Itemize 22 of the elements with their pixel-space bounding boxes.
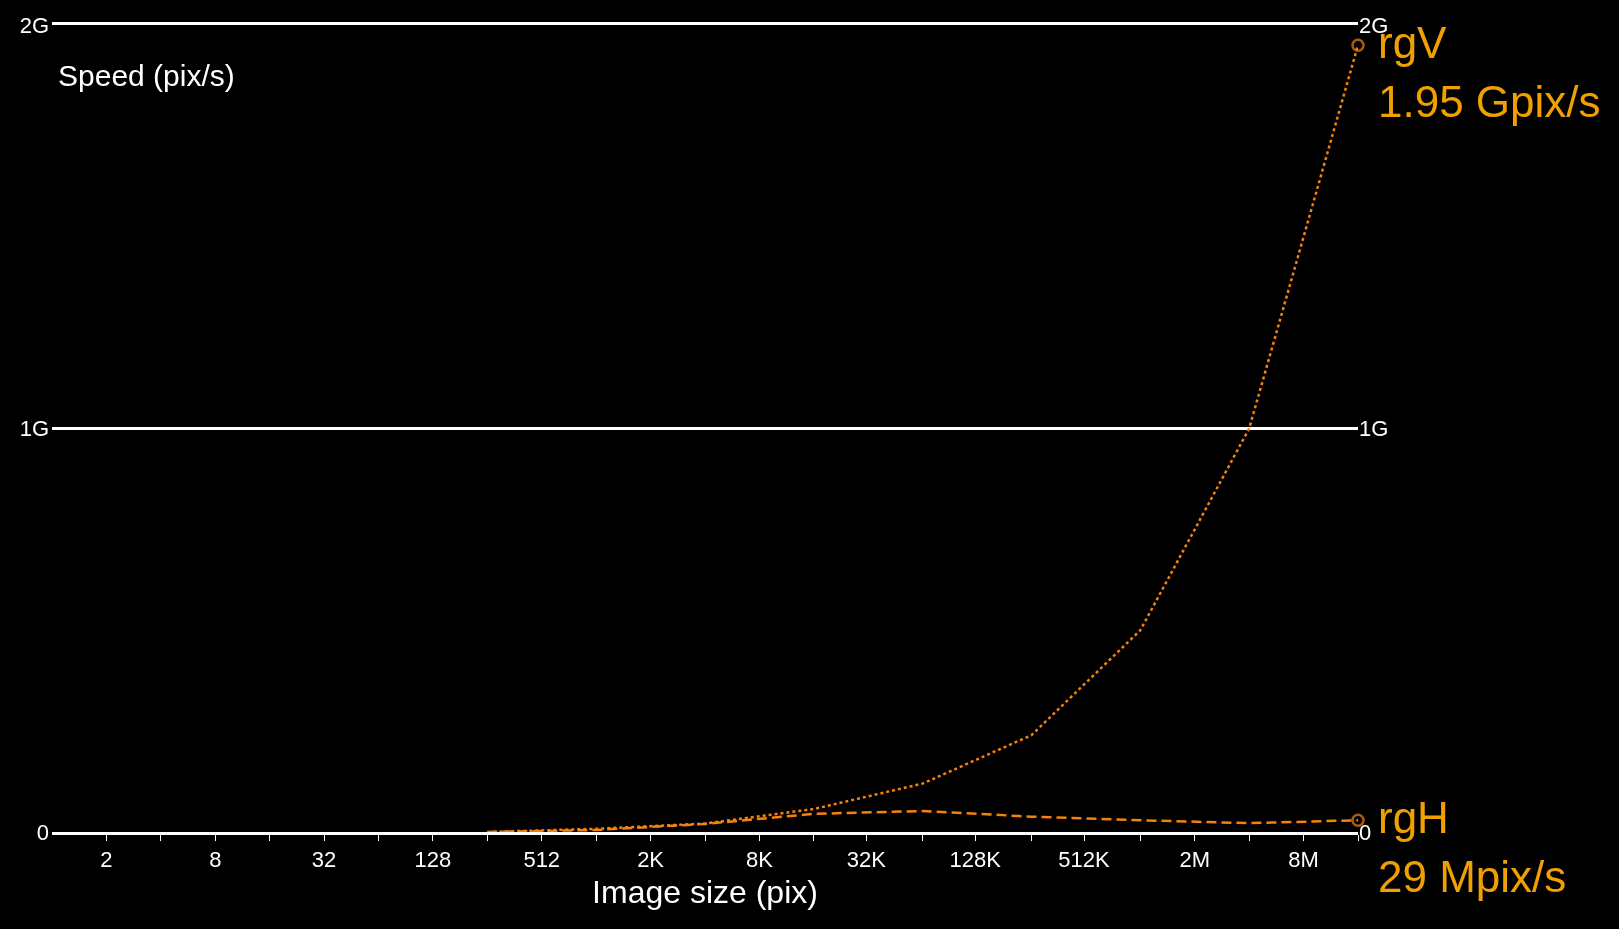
x-tick-label: 128K — [949, 847, 1002, 873]
y-tick-label: 1G — [19, 416, 49, 442]
text: 1.95 Gpix/s — [1378, 77, 1601, 126]
x-tick-label: 8M — [1288, 847, 1319, 873]
series-label: rgH — [1378, 793, 1449, 842]
x-tick-label: 128 — [414, 847, 452, 873]
x-tick-label: 512K — [1058, 847, 1111, 873]
x-tick-label: 8K — [745, 847, 774, 873]
x-tick-label: 32 — [311, 847, 337, 873]
x-tick-label: 512 — [523, 847, 561, 873]
y-axis-title: Speed (pix/s) — [58, 59, 235, 92]
y2-tick-label: 0 — [1359, 819, 1372, 845]
x-tick-label: 2 — [100, 847, 113, 873]
x-axis-title: Image size (pix) — [592, 874, 818, 911]
y-tick-label: 0 — [36, 819, 49, 845]
y2-tick-label: 1G — [1359, 416, 1389, 442]
text: 29 Mpix/s — [1378, 852, 1567, 901]
y-tick-label: 2G — [19, 12, 49, 38]
x-tick-label: 2M — [1179, 847, 1211, 873]
x-tick-label: 8 — [209, 847, 222, 873]
x-tick-label: 32K — [846, 847, 887, 873]
x-tick-label: 2K — [637, 847, 665, 873]
